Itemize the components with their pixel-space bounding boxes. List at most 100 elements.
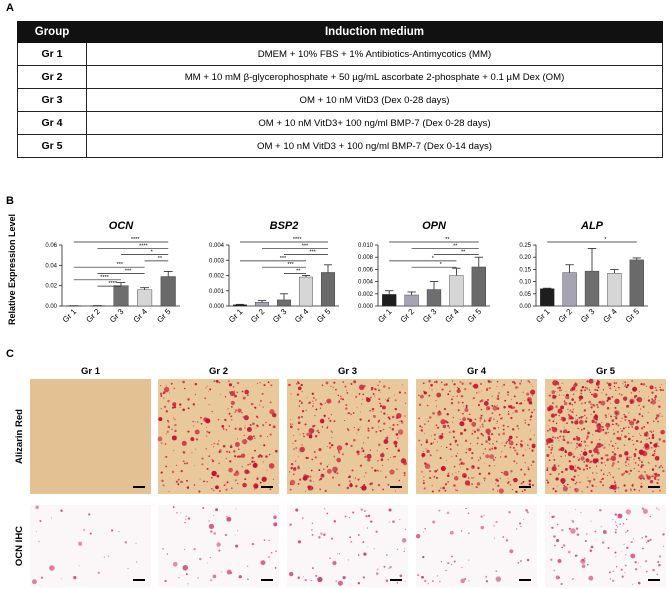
stain-spot	[563, 484, 566, 487]
stain-spot	[356, 406, 358, 408]
stain-spot	[342, 398, 345, 401]
stain-spot	[563, 427, 565, 429]
y-tick-label: 0.004	[358, 280, 374, 286]
stain-spot	[555, 575, 560, 580]
stain-spot	[607, 546, 610, 550]
stain-spot	[49, 565, 55, 571]
stain-spot	[601, 422, 603, 424]
stain-spot	[530, 464, 533, 466]
stain-spot	[470, 457, 474, 460]
stain-spot	[625, 452, 629, 455]
stain-spot	[607, 431, 609, 434]
stain-spot	[513, 395, 516, 398]
significance-label: ****	[108, 281, 117, 287]
stain-spot	[335, 388, 337, 391]
stain-spot	[497, 394, 500, 397]
stain-spot	[265, 421, 267, 424]
stain-spot	[385, 436, 389, 440]
stain-spot	[630, 553, 636, 559]
stain-spot	[236, 381, 240, 385]
stain-spot	[229, 391, 235, 397]
stain-spot	[623, 381, 625, 383]
stain-spot	[548, 419, 551, 422]
stain-spot	[643, 431, 649, 437]
stain-spot	[194, 464, 196, 466]
stain-spot	[318, 448, 322, 452]
stain-spot	[647, 411, 649, 413]
stain-spot	[480, 399, 484, 402]
stain-spot	[418, 417, 421, 420]
stain-spot	[647, 461, 650, 464]
stain-spot	[620, 568, 623, 571]
stain-spot	[464, 408, 469, 412]
stain-spot	[420, 394, 424, 399]
stain-spot	[272, 478, 274, 480]
stain-spot	[518, 428, 520, 430]
stain-spot	[459, 418, 461, 420]
stain-spot	[38, 540, 40, 543]
stain-spot	[237, 455, 240, 458]
stain-spot	[423, 476, 425, 478]
stain-spot	[581, 402, 583, 405]
stain-spot	[299, 446, 305, 453]
stain-spot	[574, 482, 577, 485]
stain-spot	[584, 386, 587, 389]
stain-spot	[586, 468, 589, 470]
stain-spot	[606, 458, 609, 462]
stain-spot	[471, 477, 473, 479]
stain-spot	[234, 409, 238, 412]
stain-spot	[589, 483, 591, 485]
stain-spot	[180, 470, 183, 473]
stain-spot	[387, 414, 389, 416]
stain-spot	[432, 580, 434, 582]
stain-spot	[498, 413, 501, 416]
stain-spot	[578, 443, 581, 447]
y-tick-label: 0.001	[209, 289, 225, 295]
stain-spot	[392, 520, 395, 523]
stain-spot	[211, 459, 215, 463]
stain-spot	[336, 445, 343, 451]
stain-spot	[347, 559, 350, 561]
stain-spot	[547, 425, 549, 427]
micrograph	[416, 379, 537, 494]
stain-spot	[208, 431, 211, 434]
stain-spot	[550, 452, 552, 454]
stain-spot	[526, 397, 532, 403]
stain-spot	[474, 418, 477, 421]
stain-spot	[624, 564, 627, 567]
stain-spot	[313, 430, 315, 432]
stain-spot	[434, 469, 438, 473]
stain-spot	[426, 404, 429, 407]
stain-spot	[605, 416, 607, 418]
stain-spot	[215, 485, 219, 490]
stain-spot	[475, 486, 478, 488]
significance-label: **	[453, 243, 458, 249]
stain-spot	[493, 418, 495, 421]
stain-spot	[565, 391, 567, 392]
stain-spot	[440, 446, 442, 448]
stain-spot	[326, 512, 329, 515]
stain-spot	[532, 395, 534, 397]
stain-spot	[550, 413, 556, 418]
stain-spot	[572, 455, 576, 458]
stain-spot	[657, 478, 660, 481]
stain-spot	[377, 460, 379, 462]
stain-spot	[346, 486, 350, 490]
stain-spot	[451, 455, 453, 457]
stain-spot	[558, 415, 560, 417]
micrograph-background	[30, 379, 151, 494]
stain-spot	[625, 386, 628, 389]
stain-spot	[599, 509, 602, 512]
stain-spot	[646, 421, 649, 424]
stain-spot	[357, 428, 360, 431]
stain-spot	[461, 401, 464, 404]
stain-spot	[531, 450, 534, 452]
stain-spot	[651, 431, 653, 434]
stain-spot	[208, 455, 211, 458]
table-header: Group	[17, 21, 87, 43]
stain-spot	[649, 441, 653, 445]
stain-spot	[580, 389, 583, 392]
stain-spot	[507, 438, 511, 442]
stain-spot	[590, 441, 593, 444]
stain-spot	[614, 551, 617, 554]
